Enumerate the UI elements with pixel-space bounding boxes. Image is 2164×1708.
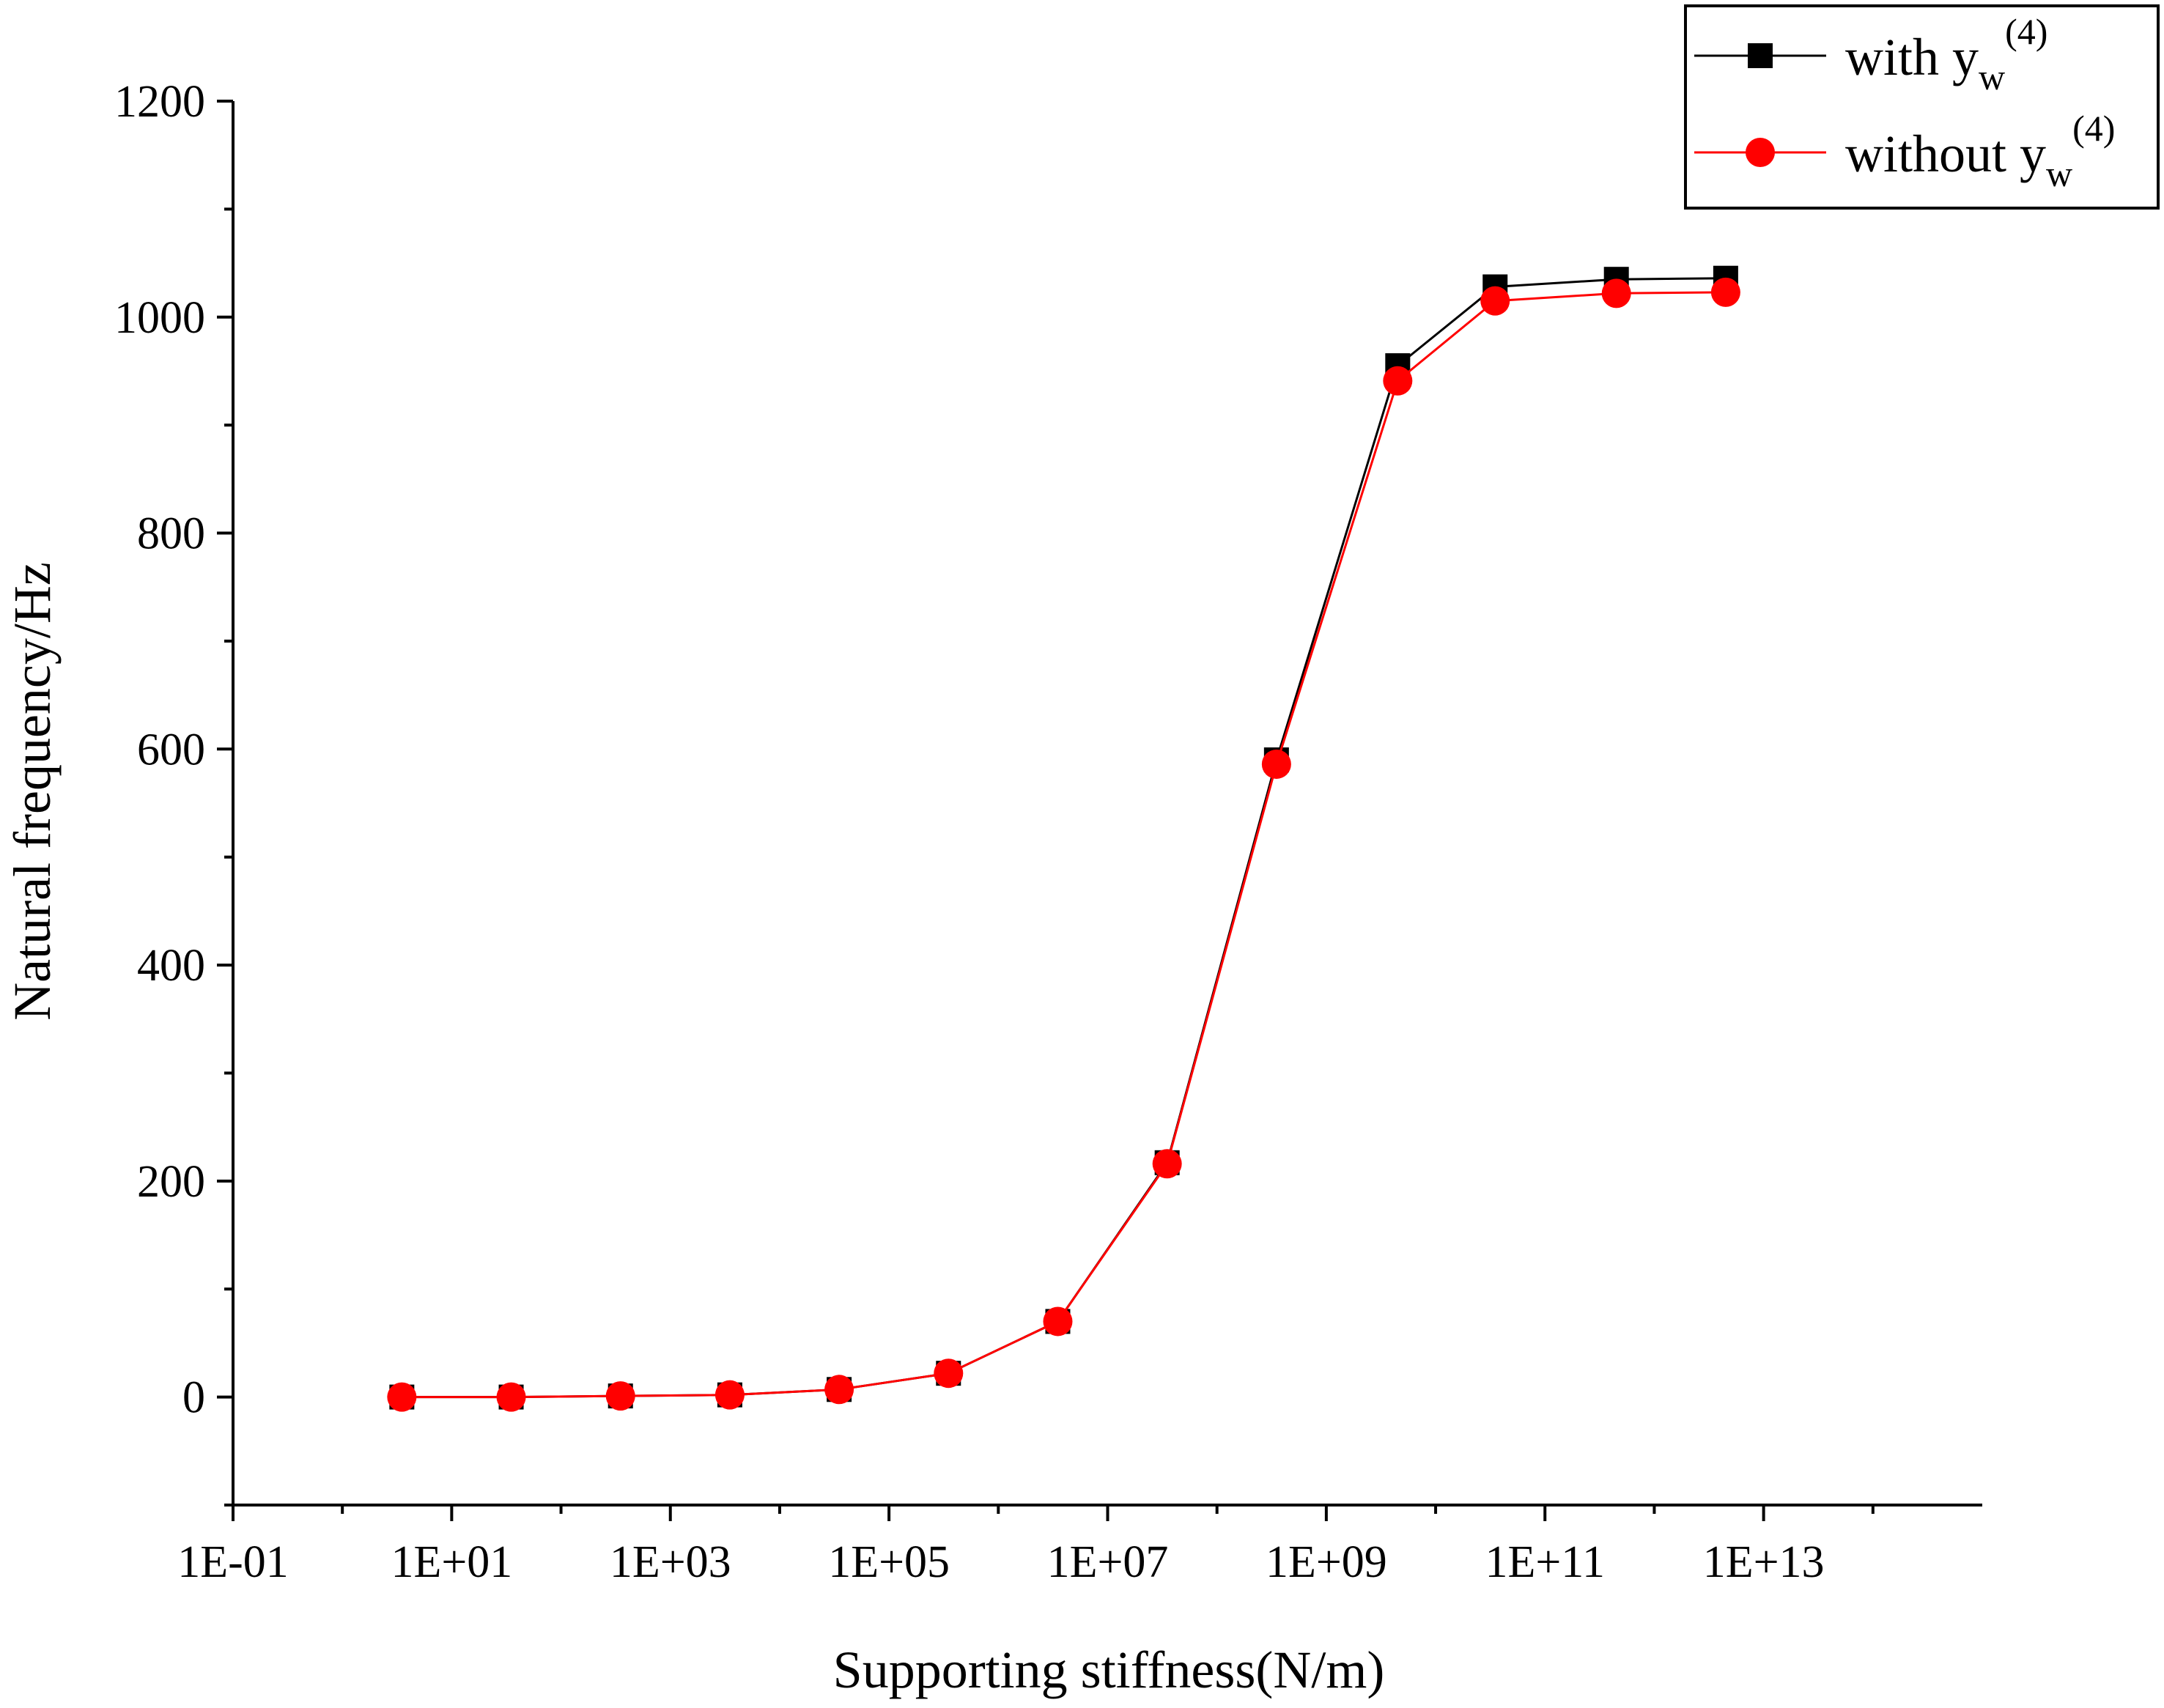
series-1-point-1	[496, 1382, 526, 1412]
legend-label-without: without yw(4)	[1845, 108, 2115, 194]
legend-label-with-base: with y	[1845, 28, 1979, 86]
legend-marker-with	[1748, 43, 1773, 68]
series-1-point-0	[387, 1382, 417, 1412]
series-1-point-11	[1601, 278, 1631, 308]
legend-label-with: with yw(4)	[1845, 11, 2047, 97]
x-tick-label-2: 1E+03	[610, 1537, 731, 1587]
series-1-point-6	[1043, 1306, 1073, 1337]
legend: with yw(4) without yw(4)	[1684, 4, 2160, 210]
x-tick-label-4: 1E+07	[1047, 1537, 1169, 1587]
series-line-1	[402, 291, 1726, 1399]
series-layer	[387, 265, 1740, 1412]
series-1-point-3	[714, 1380, 745, 1410]
y-tick-label-0: 0	[182, 1373, 205, 1423]
y-tick-label-200: 200	[137, 1157, 205, 1207]
legend-label-with-sub: w	[1979, 56, 2005, 97]
x-tick-label-5: 1E+09	[1266, 1537, 1387, 1587]
legend-label-without-sub: w	[2046, 153, 2072, 194]
legend-label-without-sup: (4)	[2072, 108, 2115, 149]
series-1-point-9	[1383, 366, 1413, 396]
y-tick-label-1000: 1000	[114, 293, 205, 343]
x-axis-title: Supporting stiffness(N/m)	[833, 1641, 1385, 1699]
x-tick-label-7: 1E+13	[1703, 1537, 1825, 1587]
x-tick-label-1: 1E+01	[391, 1537, 512, 1587]
series-1-point-12	[1710, 277, 1740, 307]
series-1-point-2	[605, 1381, 635, 1411]
series-line-0	[402, 277, 1726, 1399]
legend-marker-without	[1746, 138, 1775, 167]
legend-box	[1684, 4, 2160, 210]
y-axis-title: Natural frequency/Hz	[3, 562, 62, 1021]
series-1-point-8	[1261, 749, 1291, 779]
series-1-point-5	[934, 1358, 964, 1389]
series-1-point-4	[824, 1375, 854, 1405]
x-tick-label-6: 1E+11	[1485, 1537, 1605, 1587]
x-tick-label-0: 1E-01	[177, 1537, 289, 1587]
y-tick-label-1200: 1200	[114, 77, 205, 127]
legend-label-with-sup: (4)	[2005, 11, 2047, 52]
ticks: 0 200 400 600 800 1000 1200 1E-01 1E+01 1E+03 1E+0…	[114, 77, 1875, 1587]
y-tick-label-600: 600	[137, 725, 205, 774]
series-1-point-7	[1152, 1149, 1182, 1179]
x-tick-label-3: 1E+05	[828, 1537, 950, 1587]
series-1-point-10	[1480, 286, 1510, 316]
y-tick-label-400: 400	[137, 941, 205, 991]
y-tick-label-800: 800	[137, 509, 205, 559]
legend-label-without-base: without y	[1845, 125, 2046, 183]
axes	[232, 101, 1982, 1506]
